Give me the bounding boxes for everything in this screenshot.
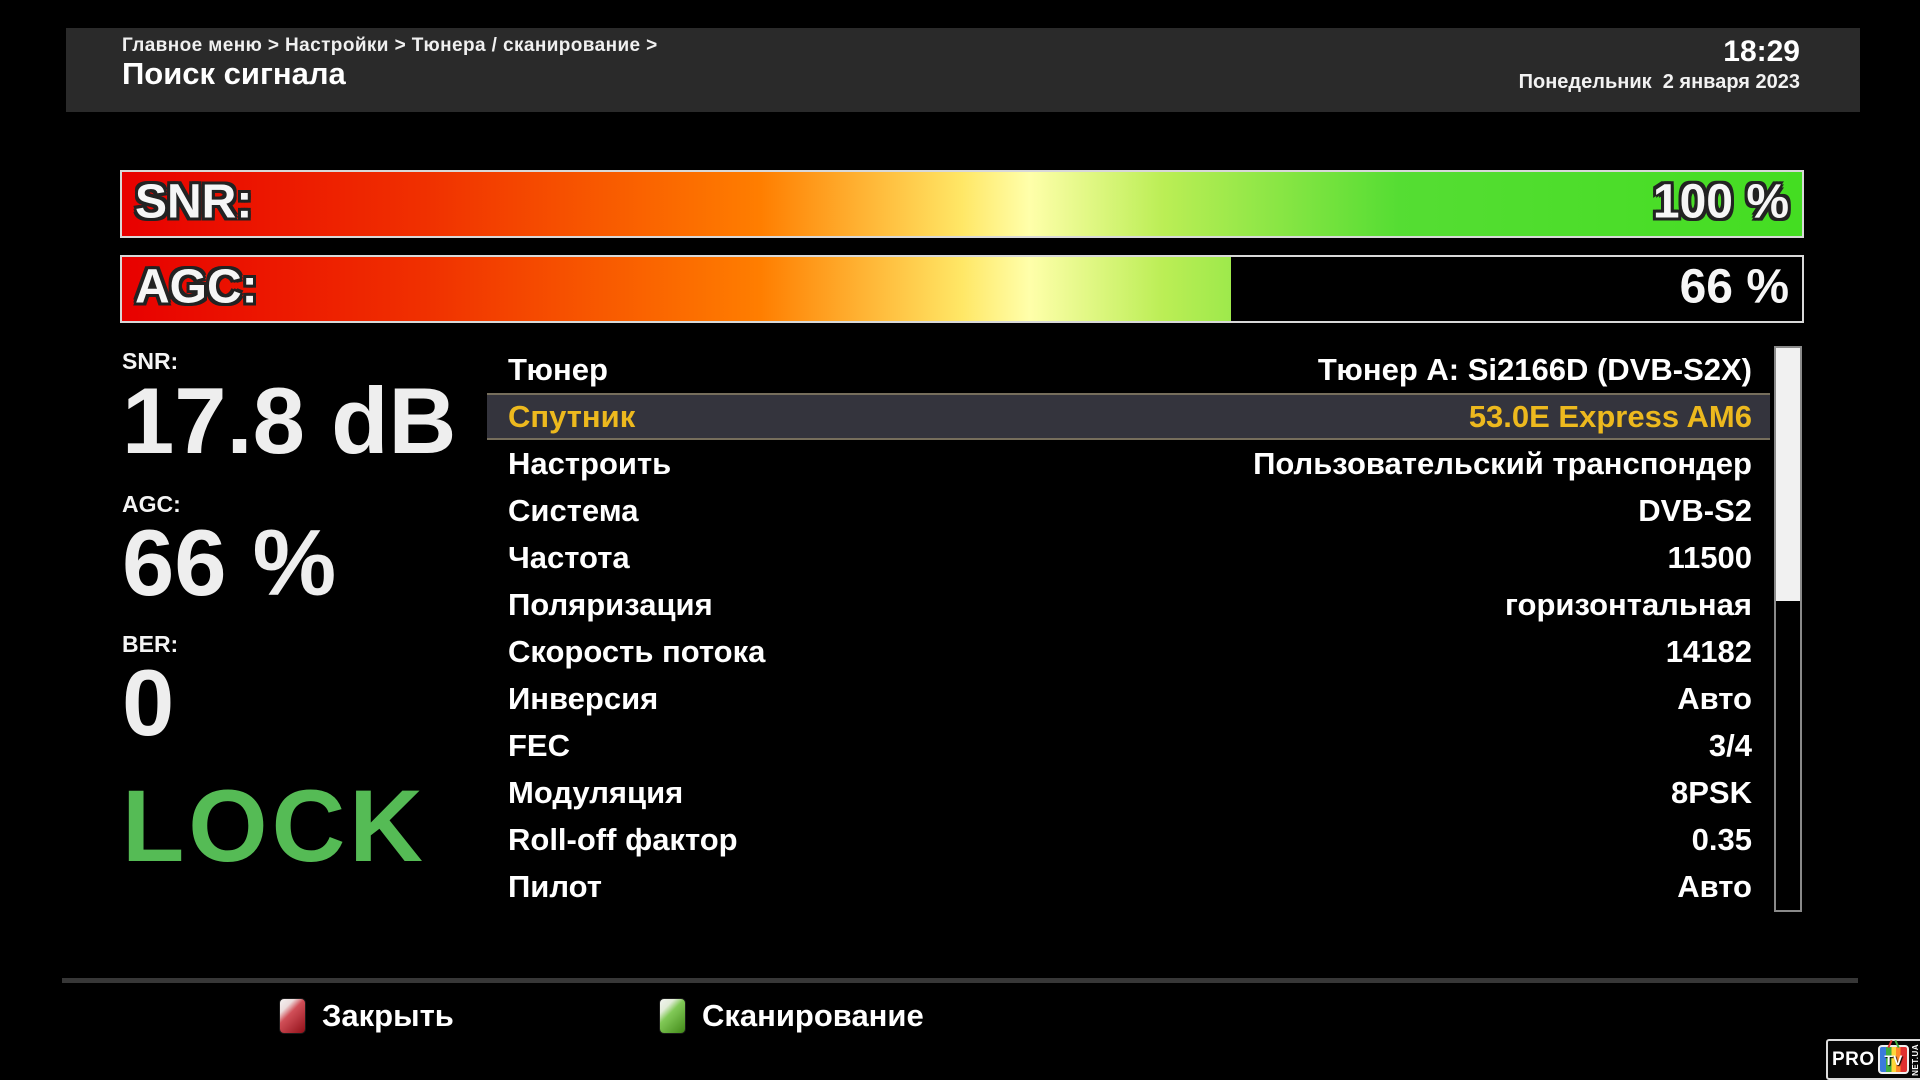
list-item[interactable]: Спутник 53.0E Express AM6 xyxy=(487,393,1770,440)
list-item[interactable]: FEC 3/4 xyxy=(487,722,1770,769)
scrollbar[interactable] xyxy=(1774,346,1802,912)
list-item-label: Инверсия xyxy=(508,680,659,716)
scan-button-label: Сканирование xyxy=(702,998,924,1033)
list-item-value: 3/4 xyxy=(1708,727,1752,763)
list-item[interactable]: Система DVB-S2 xyxy=(487,487,1770,534)
agc-bar-value: 66 % xyxy=(1679,260,1789,314)
list-item[interactable]: Поляризация горизонтальная xyxy=(487,581,1770,628)
signal-readouts: SNR: 17.8 dB AGC: 66 % BER: 0 LOCK xyxy=(122,348,492,908)
agc-bar-label: AGC: xyxy=(135,260,258,314)
list-item-value: горизонтальная xyxy=(1505,586,1752,622)
list-item-value: Авто xyxy=(1677,868,1752,904)
list-item-label: Частота xyxy=(508,539,630,575)
list-item-label: Настроить xyxy=(508,445,672,481)
list-item-label: Roll-off фактор xyxy=(508,821,738,857)
agc-readout-value: 66 % xyxy=(122,510,337,615)
page-title: Поиск сигнала xyxy=(122,56,346,91)
scrollbar-thumb[interactable] xyxy=(1776,348,1800,601)
list-item[interactable]: Тюнер Тюнер A: Si2166D (DVB-S2X) xyxy=(487,346,1770,393)
list-item-label: Тюнер xyxy=(508,351,608,387)
list-item[interactable]: Пилот Авто xyxy=(487,863,1770,910)
list-item[interactable]: Модуляция 8PSK xyxy=(487,769,1770,816)
protv-logo-text: PRO xyxy=(1832,1048,1875,1070)
list-item-label: FEC xyxy=(508,727,570,763)
snr-bar-value: 100 % xyxy=(1652,175,1789,229)
list-item-value: Авто xyxy=(1677,680,1752,716)
list-item-value: Пользовательский транспондер xyxy=(1253,445,1752,481)
list-item-label: Спутник xyxy=(508,398,636,434)
list-item-label: Пилот xyxy=(508,868,602,904)
list-item-label: Скорость потока xyxy=(508,633,766,669)
scan-button[interactable]: Сканирование xyxy=(659,996,924,1036)
clock-date: Понедельник 2 января 2023 xyxy=(1518,71,1800,93)
snr-progress-bar: SNR: 100 % xyxy=(120,170,1804,238)
red-key-icon xyxy=(279,998,306,1034)
breadcrumb: Главное меню > Настройки > Тюнера / скан… xyxy=(122,35,658,56)
list-item-label: Поляризация xyxy=(508,586,713,622)
list-item-value: 8PSK xyxy=(1671,774,1752,810)
list-item[interactable]: Roll-off фактор 0.35 xyxy=(487,816,1770,863)
ber-readout-label: BER: xyxy=(122,631,179,657)
protv-logo: PRO TV NET.UA xyxy=(1826,1039,1920,1080)
agc-progress-bar: AGC: 66 % xyxy=(120,255,1804,323)
ber-readout-value: 0 xyxy=(122,650,175,755)
protv-logo-suffix: NET.UA xyxy=(1911,1043,1920,1076)
list-item[interactable]: Настроить Пользовательский транспондер xyxy=(487,440,1770,487)
header-bar: Главное меню > Настройки > Тюнера / скан… xyxy=(66,28,1860,112)
snr-readout-label: SNR: xyxy=(122,348,179,374)
close-button[interactable]: Закрыть xyxy=(279,996,454,1036)
clock: 18:29 Понедельник 2 января 2023 xyxy=(1519,36,1800,94)
tv-icon: TV xyxy=(1877,1045,1909,1074)
agc-bar-fill xyxy=(122,257,1231,321)
list-item-value: 14182 xyxy=(1665,633,1752,669)
agc-readout-label: AGC: xyxy=(122,491,181,517)
green-key-icon xyxy=(659,998,686,1034)
tv-icon-label: TV xyxy=(1884,1051,1903,1068)
list-item-value: 0.35 xyxy=(1691,821,1752,857)
list-item-value: 53.0E Express AM6 xyxy=(1468,398,1752,434)
list-item[interactable]: Частота 11500 xyxy=(487,534,1770,581)
list-item-value: DVB-S2 xyxy=(1638,492,1752,528)
clock-time: 18:29 xyxy=(1723,35,1800,68)
list-item-label: Модуляция xyxy=(508,774,684,810)
footer-divider xyxy=(62,978,1858,983)
list-item[interactable]: Скорость потока 14182 xyxy=(487,628,1770,675)
snr-bar-label: SNR: xyxy=(135,175,253,229)
list-item-value: 11500 xyxy=(1667,539,1753,575)
snr-readout-value: 17.8 dB xyxy=(122,368,457,473)
list-item[interactable]: Инверсия Авто xyxy=(487,675,1770,722)
settings-list: Тюнер Тюнер A: Si2166D (DVB-S2X) Спутник 53… xyxy=(487,346,1770,910)
close-button-label: Закрыть xyxy=(322,998,454,1033)
list-item-value: Тюнер A: Si2166D (DVB-S2X) xyxy=(1317,351,1752,387)
lock-status: LOCK xyxy=(122,769,427,883)
snr-bar-fill xyxy=(122,172,1802,236)
list-item-label: Система xyxy=(508,492,639,528)
